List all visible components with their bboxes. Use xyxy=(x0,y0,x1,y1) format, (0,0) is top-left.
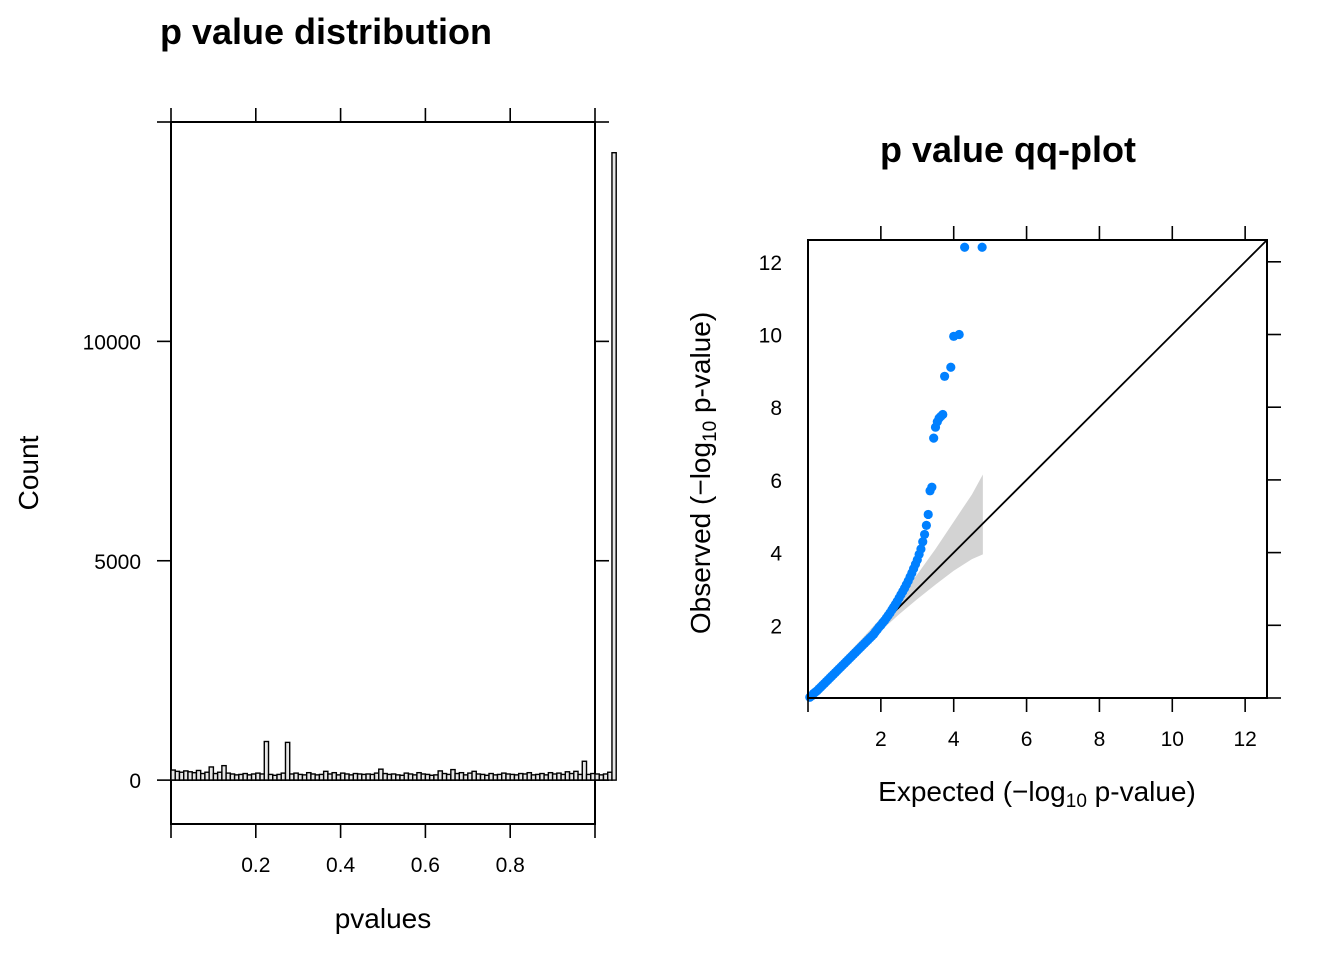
qq-plot-panel: p value qq-plot 2 4 6 8 10 12 2 4 6 8 10 12 Expect… xyxy=(685,129,1281,812)
histogram-x-axis-label: pvalues xyxy=(335,903,432,934)
qq-x-tick-label: 10 xyxy=(1161,728,1184,751)
histogram-bar xyxy=(611,152,617,781)
qq-point xyxy=(946,362,956,372)
qq-point xyxy=(921,520,931,530)
qq-y-tick-label: 8 xyxy=(770,397,782,420)
qq-x-tick-label: 8 xyxy=(1094,728,1106,751)
histogram-bars xyxy=(170,152,617,781)
qq-point xyxy=(977,242,987,252)
histogram-x-axis: 0.2 0.4 0.6 0.8 xyxy=(170,108,596,877)
qq-plot-title: p value qq-plot xyxy=(880,129,1136,170)
qq-point xyxy=(929,433,939,443)
histogram-panel: p value distribution 0.2 0.4 0.6 0.8 0 5000 1… xyxy=(13,11,617,934)
qq-x-tick-label: 6 xyxy=(1021,728,1033,751)
histogram-x-tick-label: 0.6 xyxy=(411,854,440,877)
histogram-y-tick-label: 5000 xyxy=(94,551,141,574)
qq-y-axis-label: Observed (−log10 p-value) xyxy=(685,312,721,634)
qq-point xyxy=(919,529,930,540)
histogram-y-tick-label: 10000 xyxy=(83,331,141,354)
histogram-x-tick-label: 0.4 xyxy=(326,854,356,877)
qq-point xyxy=(927,482,937,492)
qq-point xyxy=(954,329,964,340)
qq-y-tick-label: 6 xyxy=(770,470,782,493)
histogram-plot-frame xyxy=(170,121,596,825)
qq-x-tick-label: 2 xyxy=(875,728,887,751)
qq-band-area xyxy=(808,474,983,698)
qq-x-tick-label: 4 xyxy=(948,728,960,751)
qq-points xyxy=(805,242,987,702)
histogram-x-tick-label: 0.2 xyxy=(241,854,270,877)
qq-point xyxy=(960,242,970,252)
qq-point xyxy=(918,537,928,547)
histogram-y-tick-label: 0 xyxy=(129,770,141,793)
qq-y-tick-label: 4 xyxy=(770,543,782,566)
qq-confidence-band xyxy=(808,474,983,698)
histogram-x-tick-label: 0.8 xyxy=(496,854,525,877)
qq-point xyxy=(916,544,926,554)
qq-point xyxy=(923,509,933,520)
histogram-y-axis-label: Count xyxy=(13,435,44,510)
qq-y-tick-label: 2 xyxy=(770,615,782,638)
qq-x-tick-label: 12 xyxy=(1233,728,1256,751)
histogram-title: p value distribution xyxy=(160,11,492,52)
qq-y-tick-label: 12 xyxy=(759,252,782,275)
qq-y-tick-label: 10 xyxy=(759,325,782,348)
qq-point xyxy=(938,409,948,420)
histogram-y-axis: 0 5000 10000 xyxy=(83,121,609,793)
qq-x-axis: 2 4 6 8 10 12 xyxy=(807,226,1257,751)
qq-x-axis-label: Expected (−log10 p-value) xyxy=(878,776,1196,812)
qq-plot-frame xyxy=(807,239,1268,699)
qq-y-axis: 2 4 6 8 10 12 xyxy=(759,252,1281,699)
qq-point xyxy=(940,371,950,381)
